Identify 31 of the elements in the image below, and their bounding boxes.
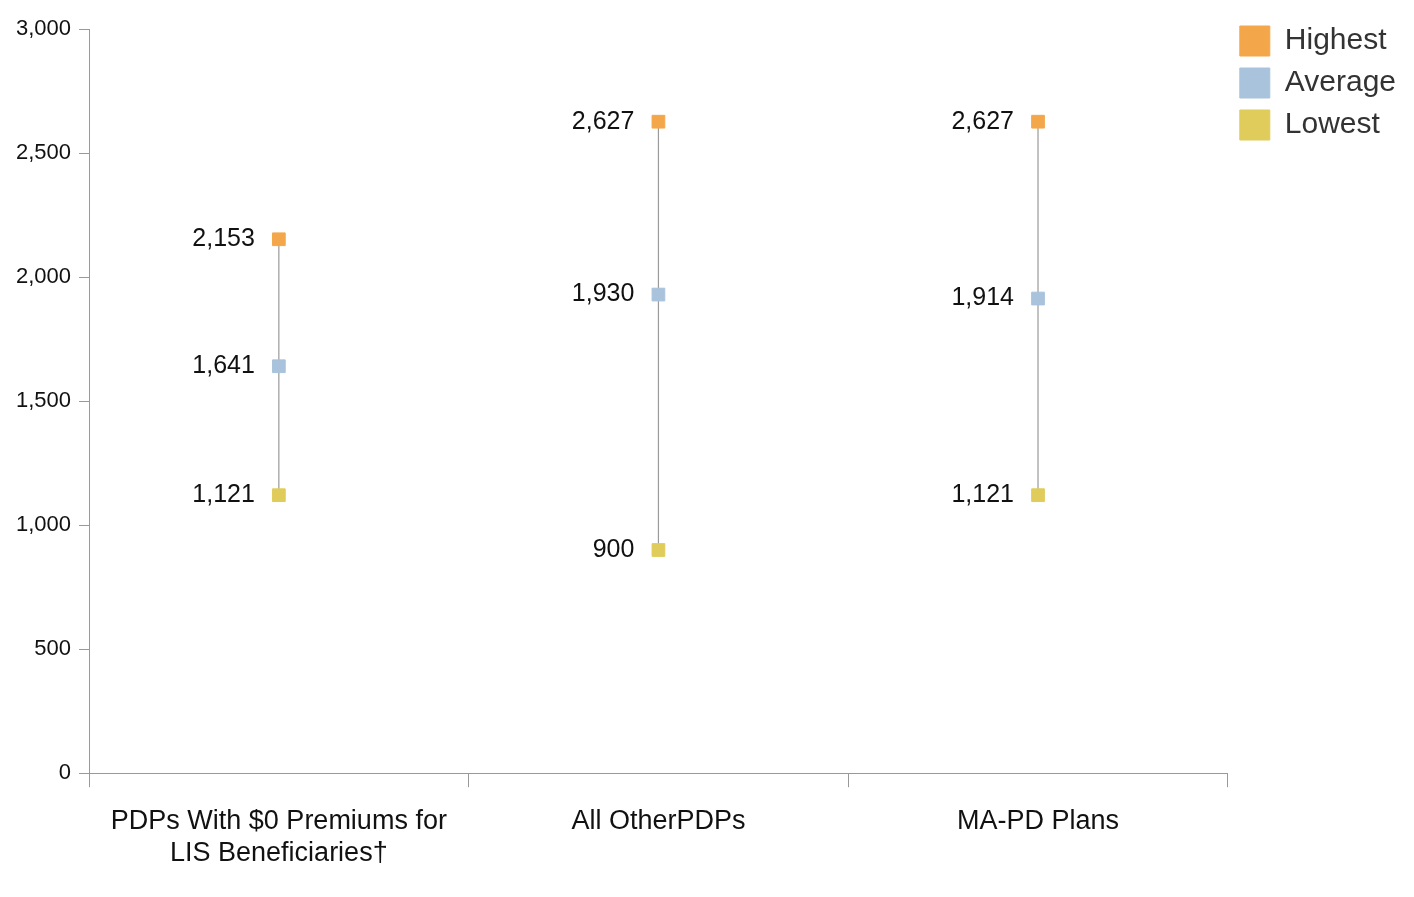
data-label: 1,930 xyxy=(571,278,635,307)
y-tick-label: 500 xyxy=(34,635,72,661)
data-label: 1,641 xyxy=(192,350,255,379)
point xyxy=(651,287,666,302)
point xyxy=(651,114,666,129)
point xyxy=(1031,114,1045,129)
data-label: 1,121 xyxy=(951,479,1015,508)
y-tick-label: 2,000 xyxy=(15,263,72,289)
legend-label: Highest xyxy=(1284,22,1388,56)
x-tick-label: All OtherPDPs xyxy=(571,804,746,835)
point xyxy=(271,359,286,374)
x-tick-label: PDPs With $0 Premiums for LIS Beneficiaries† xyxy=(110,804,447,868)
y-tick-label: 0 xyxy=(58,759,72,785)
point xyxy=(1031,488,1045,503)
point xyxy=(271,488,286,503)
y-tick-label: 1,500 xyxy=(15,387,72,413)
data-label: 1,121 xyxy=(192,479,255,508)
data-label: 2,153 xyxy=(192,223,255,252)
data-label: 2,627 xyxy=(571,105,635,134)
point xyxy=(271,232,286,247)
x-tick-label: MA-PD Plans xyxy=(956,804,1120,835)
y-tick-label: 2,500 xyxy=(15,139,72,165)
point xyxy=(651,543,666,557)
y-tick-label: 3,000 xyxy=(15,15,72,41)
y-tick-label: 1,000 xyxy=(15,511,72,537)
data-label: 1,914 xyxy=(951,282,1015,311)
legend-label: Average xyxy=(1284,64,1397,98)
data-label: 900 xyxy=(592,533,635,562)
data-label: 2,627 xyxy=(951,105,1015,134)
point xyxy=(1031,291,1045,306)
legend-label: Lowest xyxy=(1284,106,1381,140)
